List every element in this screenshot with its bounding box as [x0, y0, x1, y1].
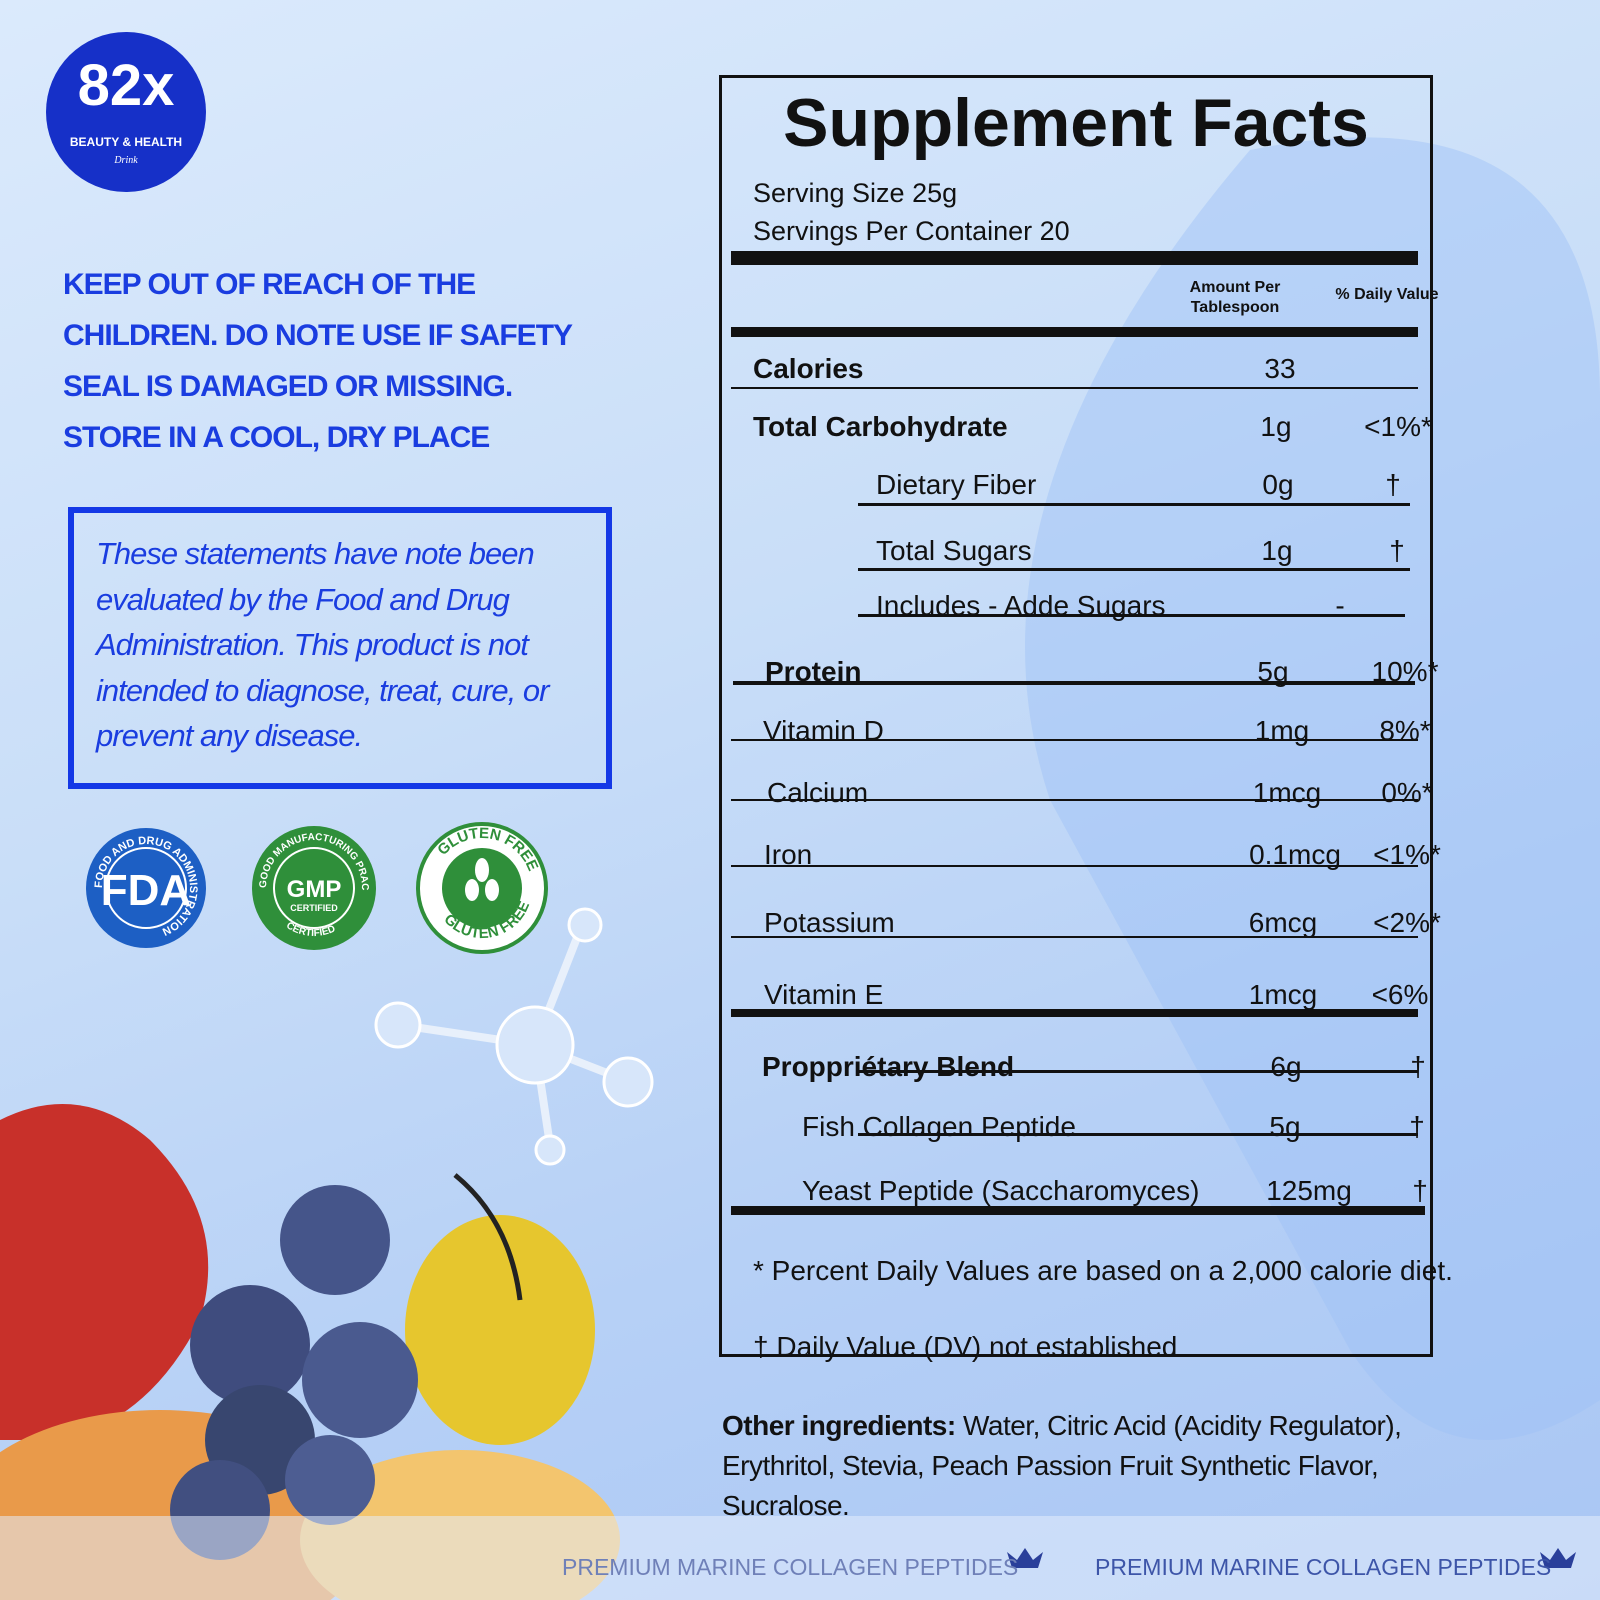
row-daily-value: †: [1385, 469, 1401, 500]
badge-center: [442, 848, 522, 928]
rule: [731, 799, 1418, 801]
row-name: Iron: [764, 839, 813, 870]
logo-mark: 82x: [78, 53, 175, 118]
banner-text: PREMIUM MARINE COLLAGEN PEPTIDES: [562, 1554, 1018, 1580]
swoosh: [1025, 137, 1600, 1440]
row-name: Total Carbohydrate: [753, 411, 1008, 442]
crown-icon: [1540, 1548, 1576, 1568]
rule: [858, 1070, 1418, 1073]
row-daily-value: †: [1409, 1111, 1425, 1142]
row-name: Yeast Peptide (Saccharomyces): [802, 1175, 1200, 1206]
banner-strip: [0, 1516, 1600, 1600]
row-amount: 0g: [1262, 469, 1294, 500]
supplement-facts: [719, 75, 1433, 1357]
rule: [731, 1009, 1418, 1017]
wheat-icon: [485, 879, 499, 901]
fda-badge: [86, 828, 206, 948]
row-daily-value: 10%*: [1371, 656, 1439, 687]
molecule-atoms: [374, 907, 654, 1166]
warning-line: SEAL IS DAMAGED OR MISSING.: [63, 370, 513, 403]
footnote: † Daily Value (DV) not established: [753, 1331, 1178, 1362]
row-name: Vitamin D: [763, 715, 884, 746]
footnote: * Percent Daily Values are based on a 2,…: [753, 1255, 1453, 1286]
other-ingredients-text: Water, Citric Acid (Acidity Regulator), …: [722, 1410, 1402, 1521]
banner-text: PREMIUM MARINE COLLAGEN PEPTIDES: [1095, 1554, 1551, 1580]
row-name: Potassium: [764, 907, 895, 938]
row-amount: 125mg: [1266, 1175, 1352, 1206]
row-daily-value: -: [1335, 590, 1345, 621]
rule: [858, 614, 1405, 617]
other-ingredients: Other ingredients: Water, Citric Acid (A…: [722, 1406, 1482, 1526]
row-daily-value: †: [1389, 535, 1405, 566]
badge-label: GMP: [287, 876, 342, 903]
row-amount: 1mg: [1254, 715, 1310, 746]
row-name: Dietary Fiber: [876, 469, 1037, 500]
row-daily-value: <6%: [1371, 979, 1429, 1010]
row-daily-value: †: [1410, 1051, 1426, 1082]
row-amount: 6mcg: [1248, 907, 1318, 938]
crown-icon: [1007, 1548, 1043, 1568]
servings-per-container: Servings Per Container 20: [753, 216, 1070, 246]
row-daily-value: <1%*: [1364, 411, 1432, 442]
badge-sub: CERTIFIED: [290, 903, 338, 913]
column-header: Amount Per Tablespoon: [1189, 279, 1281, 316]
row-amount: 5g: [1269, 1111, 1301, 1142]
row-name: Includes - Adde Sugars: [876, 590, 1166, 621]
row-amount: 1g: [1261, 535, 1293, 566]
badge-label: FDA: [101, 866, 191, 915]
logo-script: Drink: [113, 155, 138, 166]
rule: [731, 387, 1418, 389]
row-daily-value: <1%*: [1373, 839, 1441, 870]
row-amount: 1mcg: [1252, 777, 1322, 808]
warning-line: STORE IN A COOL, DRY PLACE: [63, 421, 490, 454]
row-daily-value: <2%*: [1373, 907, 1441, 938]
rule: [731, 327, 1418, 337]
rule: [858, 1133, 1418, 1136]
row-name: Calories: [753, 353, 864, 384]
wheat-icon: [465, 879, 479, 901]
row-name: Vitamin E: [764, 979, 884, 1010]
disclaimer: These statements have note been evaluate…: [68, 507, 612, 789]
row-name: Fish Collagen Peptide: [802, 1111, 1076, 1142]
row-amount: 33: [1264, 353, 1296, 384]
row-name: Proppriétary Blend: [762, 1051, 1015, 1082]
badge-ring: [105, 847, 187, 929]
rule: [858, 503, 1410, 506]
other-ingredients-label: Other ingredients:: [722, 1410, 956, 1441]
wheat-icon: [475, 858, 489, 882]
rule: [731, 739, 1418, 741]
row-name: Protein: [765, 656, 862, 687]
badge-ring: [273, 847, 355, 929]
facts-title: Supplement Facts: [783, 85, 1369, 161]
rule: [731, 1206, 1425, 1215]
logo-circle: [46, 32, 206, 192]
row-amount: 0.1mcg: [1249, 839, 1341, 870]
warning-line: KEEP OUT OF REACH OF THE: [63, 268, 476, 301]
rule: [731, 251, 1418, 265]
rule: [858, 568, 1410, 571]
row-name: Calcium: [767, 777, 869, 808]
row-name: Total Sugars: [876, 535, 1032, 566]
rule: [733, 681, 1415, 685]
row-daily-value: 8%*: [1379, 715, 1431, 746]
row-amount: 5g: [1257, 656, 1289, 687]
row-daily-value: †: [1412, 1175, 1428, 1206]
warning-line: CHILDREN. DO NOTE USE IF SAFETY: [63, 319, 573, 352]
row-daily-value: 0%*: [1381, 777, 1433, 808]
row-amount: 1mcg: [1248, 979, 1318, 1010]
rule: [731, 936, 1418, 938]
row-amount: 1g: [1260, 411, 1292, 442]
gmp-badge: [252, 826, 376, 950]
rule: [731, 865, 1418, 867]
serving-size: Serving Size 25g: [753, 178, 958, 208]
logo-tagline: BEAUTY & HEALTH: [70, 135, 182, 149]
row-amount: 6g: [1270, 1051, 1302, 1082]
column-header: % Daily Value: [1335, 286, 1439, 303]
